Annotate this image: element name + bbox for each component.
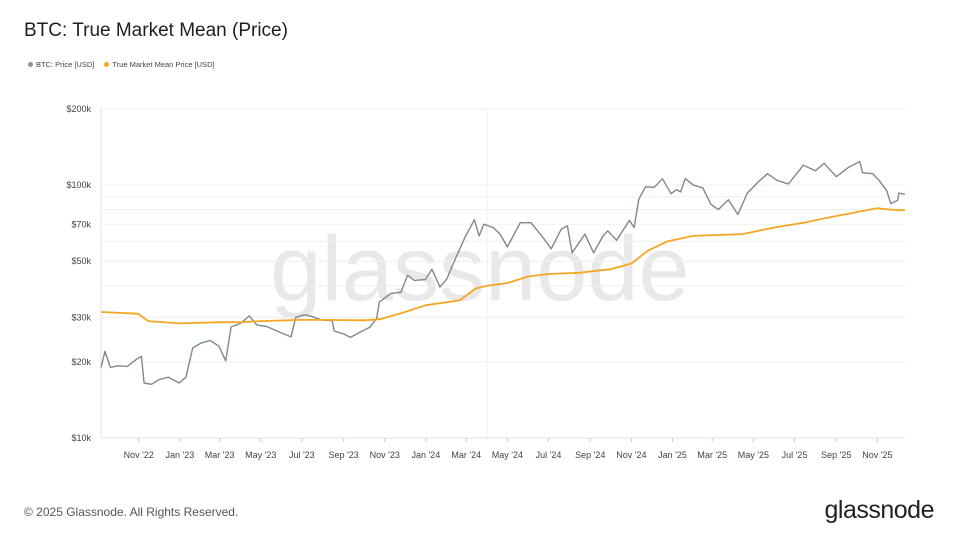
y-tick-label: $200k (66, 104, 91, 114)
legend-item-btc-price[interactable]: BTC: Price [USD] (28, 60, 94, 69)
x-tick-label: Mar '24 (451, 450, 481, 460)
x-tick-label: Mar '25 (697, 450, 727, 460)
true-market-mean-line (100, 207, 906, 325)
x-tick-label: Nov '22 (124, 450, 154, 460)
x-tick-label: Jan '24 (411, 450, 440, 460)
x-tick-label: Sep '23 (328, 450, 358, 460)
x-tick-label: May '25 (738, 450, 769, 460)
x-tick-label: Jul '25 (782, 450, 808, 460)
x-tick-label: Mar '23 (205, 450, 235, 460)
x-tick-label: Jan '25 (658, 450, 687, 460)
x-tick-label: May '24 (492, 450, 523, 460)
legend-label: BTC: Price [USD] (36, 60, 95, 69)
x-tick-label: Nov '23 (370, 450, 400, 460)
x-tick-label: Nov '25 (862, 450, 892, 460)
y-tick-label: $100k (66, 180, 91, 190)
x-tick-label: Nov '24 (616, 450, 646, 460)
legend-dot-icon (104, 62, 110, 67)
btc-price-line (100, 160, 906, 385)
y-tick-label: $70k (71, 219, 91, 229)
glassnode-logo: glassnode (824, 496, 935, 524)
x-tick-label: Jul '23 (289, 450, 315, 460)
copyright-text: © 2025 Glassnode. All Rights Reserved. (24, 505, 239, 519)
legend-label: True Market Mean Price [USD] (112, 60, 215, 69)
y-tick-label: $10k (71, 433, 91, 443)
y-tick-label: $20k (71, 357, 91, 367)
x-tick-label: Sep '24 (575, 450, 605, 460)
y-tick-label: $50k (71, 256, 91, 266)
x-tick-label: Jul '24 (536, 450, 562, 460)
chart-title: BTC: True Market Mean (Price) (24, 20, 288, 41)
x-tick-label: Jan '23 (165, 450, 194, 460)
legend-dot-icon (28, 62, 33, 67)
y-tick-label: $30k (71, 312, 91, 322)
chart-legend: BTC: Price [USD] True Market Mean Price … (28, 60, 215, 69)
x-tick-label: Sep '25 (821, 450, 851, 460)
x-tick-label: May '23 (245, 450, 276, 460)
legend-item-true-market-mean[interactable]: True Market Mean Price [USD] (104, 60, 215, 69)
